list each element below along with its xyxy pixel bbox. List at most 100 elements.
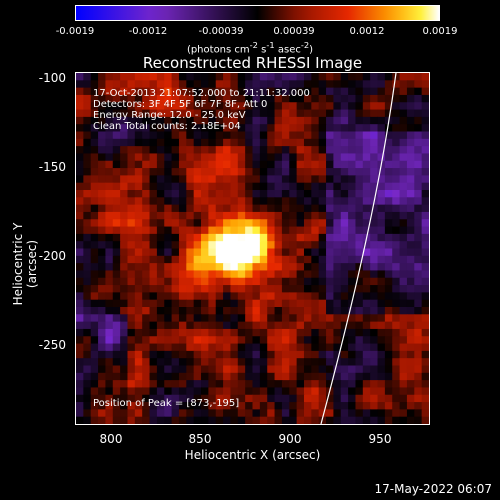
heatmap-cell xyxy=(164,314,173,323)
heatmap-cell xyxy=(83,263,92,272)
heatmap-cell xyxy=(208,102,217,111)
heatmap-cell xyxy=(201,255,209,264)
heatmap-cell xyxy=(149,153,158,162)
heatmap-cell xyxy=(377,168,386,176)
heatmap-cell xyxy=(392,153,401,162)
heatmap-cell xyxy=(392,124,401,133)
heatmap-cell xyxy=(289,299,298,308)
heatmap-cell xyxy=(296,285,305,293)
heatmap-cell xyxy=(377,402,386,410)
heatmap-cell xyxy=(90,387,99,396)
heatmap-cell xyxy=(193,263,202,272)
heatmap-cell xyxy=(318,175,327,184)
heatmap-cell xyxy=(120,307,129,315)
heatmap-cell xyxy=(230,80,239,89)
heatmap-cell xyxy=(245,380,254,389)
heatmap-cell xyxy=(274,248,283,257)
heatmap-cell xyxy=(281,285,290,293)
heatmap-cell xyxy=(406,365,415,374)
heatmap-cell xyxy=(193,131,202,140)
heatmap-cell xyxy=(193,182,202,191)
heatmap-cell xyxy=(98,131,107,140)
heatmap-cell xyxy=(414,402,423,410)
heatmap-cell xyxy=(340,350,349,359)
heatmap-cell xyxy=(362,204,371,213)
heatmap-cell xyxy=(333,109,342,118)
heatmap-cell xyxy=(370,190,379,198)
heatmap-cell xyxy=(399,102,408,111)
heatmap-cell xyxy=(142,87,151,96)
heatmap-cell xyxy=(318,416,327,424)
heatmap-cell xyxy=(201,292,209,301)
heatmap-cell xyxy=(377,109,386,118)
heatmap-cell xyxy=(252,138,261,147)
heatmap-cell xyxy=(98,94,107,103)
heatmap-cell xyxy=(164,365,173,374)
heatmap-cell xyxy=(414,211,423,220)
heatmap-cell xyxy=(223,168,232,176)
heatmap-cell xyxy=(348,124,357,133)
heatmap-cell xyxy=(237,80,246,89)
heatmap-cell xyxy=(377,80,386,89)
heatmap-cell xyxy=(149,138,158,147)
heatmap-cell xyxy=(303,358,312,367)
heatmap-cell xyxy=(281,160,290,169)
heatmap-cell xyxy=(384,416,393,424)
heatmap-cell xyxy=(370,138,379,147)
heatmap-cell xyxy=(414,131,423,140)
heatmap-cell xyxy=(362,211,371,220)
heatmap-cell xyxy=(90,321,99,330)
heatmap-cell xyxy=(215,343,224,352)
heatmap-cell xyxy=(377,87,386,96)
heatmap-cell xyxy=(252,343,261,352)
heatmap-cell xyxy=(362,321,371,330)
heatmap-cell xyxy=(90,285,99,293)
heatmap-cell xyxy=(127,255,136,264)
heatmap-cell xyxy=(178,226,187,235)
colorbar xyxy=(75,5,440,21)
heatmap-cell xyxy=(414,190,423,198)
heatmap-cell xyxy=(215,314,224,323)
heatmap-cell xyxy=(259,402,268,410)
heatmap-cell xyxy=(149,314,158,323)
heatmap-cell xyxy=(377,263,386,272)
heatmap-cell xyxy=(142,241,151,250)
heatmap-cell xyxy=(274,204,283,213)
heatmap-cell xyxy=(178,285,187,293)
heatmap-cell xyxy=(76,182,84,191)
heatmap-cell xyxy=(171,124,180,133)
heatmap-cell xyxy=(362,87,371,96)
heatmap-cell xyxy=(340,233,349,242)
heatmap-cell xyxy=(215,146,224,155)
heatmap-cell xyxy=(340,190,349,198)
heatmap-cell xyxy=(259,160,268,169)
heatmap-cell xyxy=(178,350,187,359)
heatmap-cell xyxy=(392,380,401,389)
heatmap-cell xyxy=(193,372,202,381)
heatmap-cell xyxy=(259,80,268,89)
heatmap-cell xyxy=(193,416,202,424)
heatmap-cell xyxy=(164,402,173,410)
heatmap-cell xyxy=(223,211,232,220)
heatmap-cell xyxy=(149,102,158,111)
heatmap-cell xyxy=(267,233,276,242)
heatmap-cell xyxy=(142,153,151,162)
heatmap-cell xyxy=(171,358,180,367)
heatmap-cell xyxy=(333,146,342,155)
heatmap-cell xyxy=(259,416,268,424)
heatmap-cell xyxy=(311,80,320,89)
heatmap-cell xyxy=(134,146,143,155)
heatmap-cell xyxy=(421,328,429,337)
heatmap-cell xyxy=(311,358,320,367)
heatmap-cell xyxy=(208,409,217,418)
heatmap-cell xyxy=(171,102,180,111)
heatmap-cell xyxy=(237,277,246,286)
heatmap-cell xyxy=(370,394,379,403)
heatmap-cell xyxy=(134,387,143,396)
heatmap-cell xyxy=(281,299,290,308)
heatmap-cell xyxy=(274,168,283,176)
heatmap-cell xyxy=(178,116,187,125)
heatmap-cell xyxy=(281,387,290,396)
chart-title: Reconstructed RHESSI Image xyxy=(142,54,363,72)
heatmap-cell xyxy=(296,248,305,257)
